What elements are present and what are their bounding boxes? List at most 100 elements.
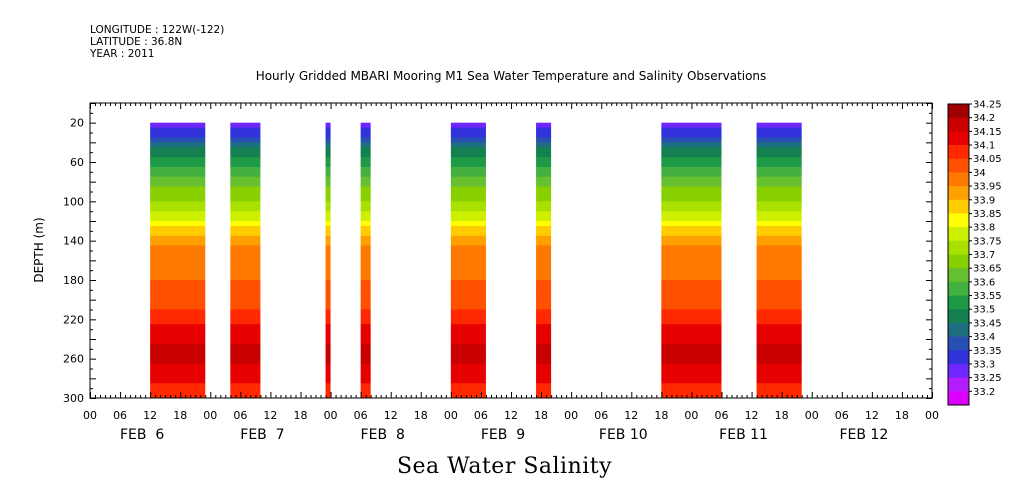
heatmap-cell	[150, 378, 206, 384]
heatmap-cell	[450, 358, 486, 364]
heatmap-cell	[325, 284, 331, 291]
heatmap-cell	[150, 255, 206, 261]
heatmap-cell	[450, 339, 486, 345]
heatmap-cell	[230, 196, 261, 202]
heatmap-cell	[756, 275, 802, 281]
chart-title: Hourly Gridded MBARI Mooring M1 Sea Wate…	[255, 69, 767, 83]
heatmap-cell	[450, 314, 486, 320]
heatmap-cell	[325, 388, 331, 394]
heatmap-cell	[661, 299, 722, 305]
heatmap-cell	[756, 216, 802, 222]
heatmap-cell	[230, 132, 261, 138]
heatmap-cell	[150, 235, 206, 242]
colorbar-label: 34.15	[973, 127, 1002, 138]
heatmap-cell	[450, 388, 486, 394]
heatmap-cell	[756, 343, 802, 350]
heatmap-cell	[230, 275, 261, 281]
heatmap-cell	[150, 137, 206, 143]
colorbar-label: 33.5	[973, 305, 995, 316]
heatmap-cell	[756, 181, 802, 187]
heatmap-cell	[360, 240, 371, 246]
heatmap-cell	[450, 225, 486, 232]
heatmap-cell	[756, 142, 802, 148]
colorbar-swatch	[948, 213, 969, 228]
heatmap-cell	[536, 284, 552, 291]
heatmap-cell	[325, 122, 331, 128]
latitude-label: LATITUDE : 36.8N	[90, 36, 183, 48]
heatmap-cell	[325, 309, 331, 315]
heatmap-cell	[661, 240, 722, 246]
heatmap-cell	[325, 211, 331, 217]
heatmap-cell	[150, 122, 206, 128]
heatmap-cell	[450, 280, 486, 286]
heatmap-cell	[450, 334, 486, 340]
heatmap-cell	[325, 299, 331, 305]
heatmap-cell	[661, 191, 722, 197]
heatmap-cell	[450, 191, 486, 197]
colorbar-swatch	[948, 281, 969, 296]
heatmap-cell	[360, 137, 371, 143]
heatmap-cell	[360, 373, 371, 379]
heatmap-cell	[150, 319, 206, 325]
heatmap-cell	[450, 176, 486, 183]
heatmap-cell	[450, 383, 486, 389]
x-tick-label: 18	[173, 409, 187, 422]
colorbar-label: 34.1	[973, 141, 995, 152]
heatmap-cell	[536, 260, 552, 266]
heatmap-cell	[360, 270, 371, 276]
colorbar-swatch	[948, 104, 969, 119]
heatmap-cell	[536, 314, 552, 320]
heatmap-cell	[360, 353, 371, 360]
heatmap-cell	[150, 388, 206, 394]
heatmap-cell	[450, 162, 486, 168]
heatmap-cell	[661, 314, 722, 320]
x-tick-label: 06	[594, 409, 608, 422]
heatmap-cell	[325, 142, 331, 148]
heatmap-cell	[756, 147, 802, 153]
heatmap-cell	[150, 142, 206, 148]
heatmap-cell	[325, 230, 331, 237]
heatmap-cell	[150, 334, 206, 340]
colorbar-swatch	[948, 377, 969, 392]
colorbar-swatch	[948, 350, 969, 365]
colorbar-label: 33.75	[973, 236, 1002, 247]
heatmap-cell	[360, 348, 371, 355]
heatmap-cell	[360, 230, 371, 237]
heatmap-cell	[360, 166, 371, 173]
heatmap-cell	[450, 216, 486, 222]
colorbar-label: 33.3	[973, 359, 995, 370]
heatmap-cell	[661, 294, 722, 301]
heatmap-cell	[230, 240, 261, 246]
colorbar-label: 33.7	[973, 250, 995, 261]
heatmap-cell	[230, 255, 261, 261]
heatmap-cell	[536, 240, 552, 246]
heatmap-cell	[230, 348, 261, 355]
heatmap-cell	[536, 343, 552, 350]
heatmap-cell	[450, 353, 486, 360]
heatmap-cell	[536, 358, 552, 364]
heatmap-cell	[536, 255, 552, 261]
heatmap-cell	[360, 368, 371, 374]
heatmap-cell	[756, 368, 802, 374]
heatmap-cell	[325, 201, 331, 207]
heatmap-cell	[150, 324, 206, 330]
heatmap-cell	[360, 176, 371, 183]
heatmap-cell	[450, 245, 486, 251]
heatmap-cell	[756, 171, 802, 178]
colorbar-label: 34.05	[973, 154, 1002, 165]
heatmap-cell	[325, 339, 331, 345]
colorbar-label: 34	[973, 168, 986, 179]
heatmap-cell	[325, 191, 331, 197]
heatmap-cell	[360, 127, 371, 133]
x-tick-label: 12	[624, 409, 638, 422]
heatmap-cell	[536, 289, 552, 296]
heatmap-cell	[536, 329, 552, 335]
heatmap-cell	[450, 171, 486, 178]
heatmap-cell	[230, 260, 261, 266]
heatmap-cell	[661, 211, 722, 217]
heatmap-cell	[450, 319, 486, 325]
colorbar-label: 33.65	[973, 264, 1002, 275]
y-tick-label: 100	[63, 195, 84, 208]
heatmap-cell	[536, 235, 552, 242]
